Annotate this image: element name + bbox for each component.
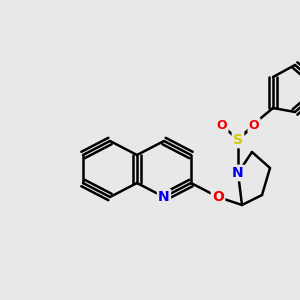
Text: O: O: [212, 190, 224, 204]
Text: N: N: [232, 166, 244, 180]
Text: S: S: [233, 133, 243, 147]
Text: N: N: [158, 190, 170, 204]
Text: O: O: [249, 118, 259, 131]
Text: O: O: [217, 118, 227, 131]
